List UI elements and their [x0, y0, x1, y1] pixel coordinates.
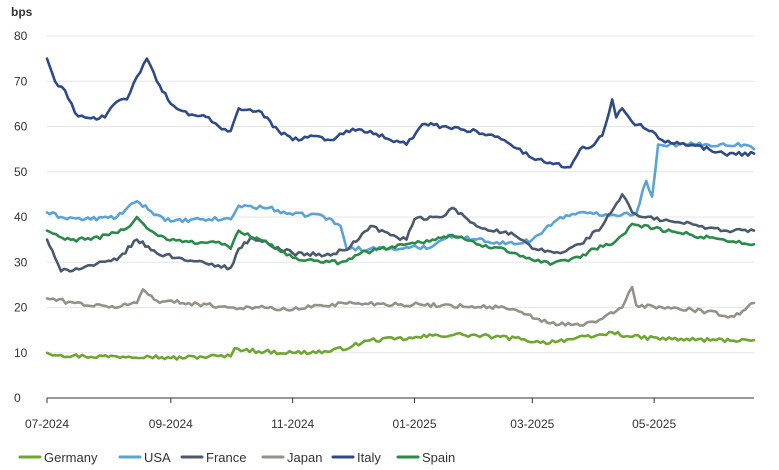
y-axis-ticks: 0 10 20 30 40 50 60 70 80	[14, 29, 28, 405]
series-line-japan	[45, 285, 756, 327]
y-tick-label: 80	[14, 29, 28, 43]
y-tick-label: 10	[14, 346, 28, 360]
series-line-germany	[45, 330, 756, 361]
x-tick-label: 07-2024	[25, 417, 69, 431]
legend-label-japan: Japan	[287, 450, 322, 465]
y-tick-label: 60	[14, 120, 28, 134]
x-tick-label: 11-2024	[271, 417, 314, 431]
y-tick-label: 0	[14, 391, 21, 405]
x-tick-label: 05-2025	[632, 417, 676, 431]
series-lines	[45, 57, 756, 361]
legend-label-usa: USA	[144, 450, 171, 465]
legend-label-italy: Italy	[357, 450, 381, 465]
gridlines	[47, 35, 754, 399]
series-line-france	[45, 193, 756, 273]
x-tick-label: 09-2024	[149, 417, 193, 431]
legend-label-germany: Germany	[44, 450, 98, 465]
legend-label-spain: Spain	[422, 450, 455, 465]
x-tick-label: 03-2025	[510, 417, 554, 431]
x-tick-label: 01-2025	[392, 417, 436, 431]
legend-label-france: France	[206, 450, 246, 465]
y-tick-label: 20	[14, 301, 28, 315]
series-line-spain	[45, 215, 756, 266]
series-line-italy	[45, 57, 756, 169]
y-unit-label: bps	[11, 5, 33, 19]
y-tick-label: 30	[14, 255, 28, 269]
y-tick-label: 70	[14, 74, 28, 88]
x-axis-ticks: 07-2024 09-2024 11-2024 01-2025 03-2025 05-20…	[25, 398, 676, 431]
series-line-usa	[45, 141, 756, 252]
y-tick-label: 40	[14, 210, 28, 224]
legend: Germany USA France Japan Italy Spain	[18, 450, 455, 465]
y-tick-label: 50	[14, 165, 28, 179]
